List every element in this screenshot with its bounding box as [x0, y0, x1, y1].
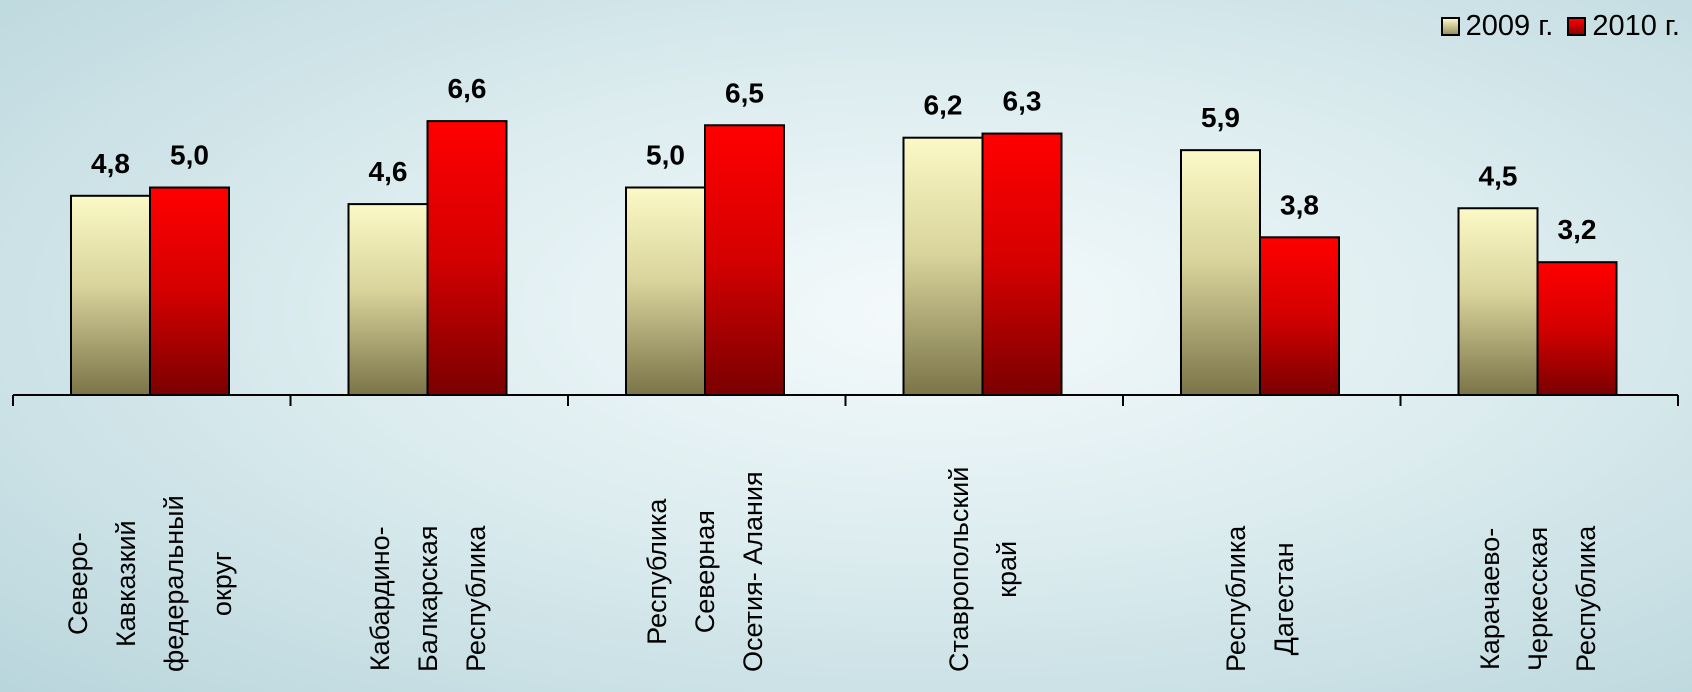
value-label-2010-2: 6,5 [725, 77, 764, 108]
value-label-2010-0: 5,0 [170, 140, 209, 171]
legend-swatch-2009 [1440, 17, 1460, 36]
value-label-2009-2: 5,0 [646, 140, 685, 171]
legend-label-2010: 2010 г. [1592, 10, 1680, 42]
value-label-2009-4: 5,9 [1201, 102, 1240, 133]
value-label-2010-1: 6,6 [448, 73, 487, 104]
value-label-2010-4: 3,8 [1280, 189, 1319, 220]
legend-item-2010: 2010 г. [1567, 10, 1680, 43]
legend: 2009 г. 2010 г. [1427, 10, 1680, 43]
bar-2009-2 [625, 186, 706, 396]
bar-2009-5 [1457, 207, 1539, 396]
legend-swatch-2010 [1567, 17, 1587, 36]
bar-2010-0 [149, 186, 230, 396]
value-label-2009-1: 4,6 [369, 156, 408, 187]
category-label-3: Ставропольский край [943, 466, 1022, 672]
bar-2010-4 [1259, 236, 1340, 396]
bar-2010-3 [981, 132, 1063, 397]
bar-2010-1 [426, 120, 508, 396]
legend-label-2009: 2009 г. [1465, 10, 1554, 42]
category-label-0: Северо- Кавказкий федеральный округ [63, 495, 237, 672]
bar-2009-0 [70, 194, 151, 396]
bar-2009-4 [1180, 149, 1261, 396]
bar-2010-2 [704, 124, 785, 396]
legend-item-2009: 2009 г. [1440, 10, 1554, 43]
category-label-1: Кабардино- Балкарская Республика [364, 525, 491, 672]
bar-2009-3 [902, 136, 984, 396]
category-label-4: Республика Дагестан [1221, 525, 1299, 672]
value-label-2009-5: 4,5 [1479, 160, 1518, 191]
bar-2009-1 [347, 203, 429, 396]
value-label-2010-3: 6,3 [1003, 86, 1042, 117]
bar-2010-5 [1536, 261, 1618, 397]
value-label-2010-5: 3,2 [1558, 214, 1597, 245]
category-label-2: Республика Северная Осетия- Алания [642, 471, 768, 672]
value-label-2009-3: 6,2 [924, 90, 963, 121]
category-label-5: Карачаево- Черкесская Республика [1474, 525, 1601, 672]
value-label-2009-0: 4,8 [91, 148, 130, 179]
